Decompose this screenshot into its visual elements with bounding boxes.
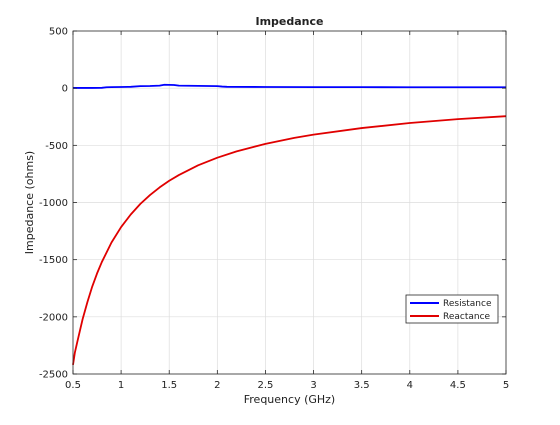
y-tick-label: 500 [49,27,68,38]
x-tick-label: 4.5 [450,380,466,391]
x-tick-label: 2.5 [257,380,273,391]
x-tick-label: 1.5 [161,380,177,391]
y-tick-label: -2000 [39,312,68,323]
x-tick-label: 5 [503,380,509,391]
series-line-reactance [72,115,507,365]
legend-label-reactance: Reactance [443,312,491,322]
legend: Resistance Reactance [405,294,499,324]
x-tick-label: 3.5 [354,380,370,391]
y-axis-title: Impedance (ohms) [23,151,36,254]
y-tick-label: -1000 [39,198,68,209]
x-tick-label: 2 [214,380,220,391]
x-axis-title: Frequency (GHz) [244,393,335,406]
legend-label-resistance: Resistance [443,299,492,309]
y-tick-label: -500 [45,141,68,152]
axis-ticks: 0.5 1 1.5 2 2.5 3 3.5 4 4.5 5 -2500 -2000 -1500 -1000… [39,27,509,392]
series-line-resistance [73,83,506,89]
x-tick-label: 0.5 [65,380,81,391]
y-tick-label: 0 [62,84,68,95]
y-tick-label: -1500 [39,255,68,266]
series-lines [72,83,507,365]
chart-title: Impedance [256,15,324,28]
legend-box [405,294,499,324]
x-tick-label: 3 [310,380,316,391]
x-tick-label: 4 [407,380,413,391]
x-tick-label: 1 [118,380,124,391]
y-tick-label: -2500 [39,370,68,381]
